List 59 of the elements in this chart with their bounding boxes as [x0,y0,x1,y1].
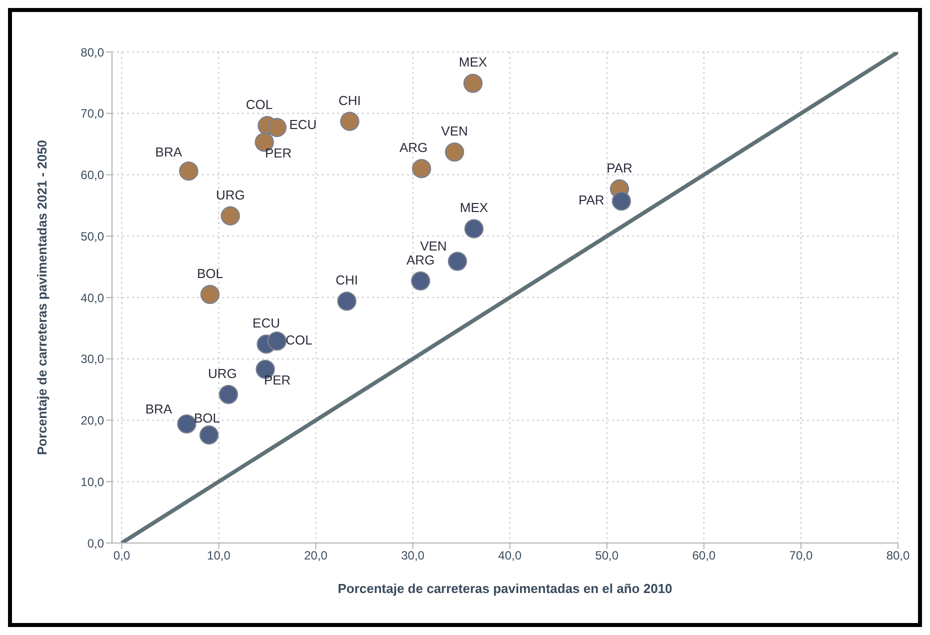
x-tick-label: 60,0 [692,548,716,563]
x-tick-label: 40,0 [498,548,522,563]
point [340,112,360,131]
point [464,219,484,238]
point [412,159,432,178]
annotation: MEX [460,200,488,216]
annotation: ECU [289,116,317,132]
y-tick-label: 50,0 [80,229,104,244]
y-tick-label: 10,0 [80,474,104,489]
annotation: BRA [145,401,172,416]
point [199,425,219,445]
annotation: COL [286,332,312,348]
y-tick-label: 70,0 [80,106,104,121]
annotation: VEN [441,123,468,138]
point [267,331,287,351]
point [410,271,430,291]
x-tick-label: 0,0 [113,548,130,563]
point [267,118,287,138]
x-tick-label: 70,0 [789,548,813,563]
point [337,292,356,311]
y-tick-label: 20,0 [80,414,104,428]
annotation: BRA [155,144,182,160]
annotation: URG [208,366,237,381]
y-axis-title: Porcentaje de carreteras pavimentadas 2021 - 2050 [34,140,50,456]
point [220,206,240,226]
y-tick-label: 30,0 [80,352,104,366]
point [612,192,632,211]
annotation: PER [264,372,291,388]
y-tick-label: 0,0 [87,536,104,550]
annotation: BOL [194,410,220,426]
annotation: ARG [399,140,428,156]
annotation: PER [264,146,292,161]
annotation: CHI [338,92,361,108]
annotation: MEX [458,54,488,70]
annotation: VEN [420,238,447,254]
point [444,142,464,162]
x-tick-label: 80,0 [886,548,910,563]
annotation: PAR [606,160,632,176]
y-tick-label: 60,0 [80,168,104,182]
point [448,252,468,271]
annotation: ARG [406,252,435,268]
point [177,414,196,434]
annotation: PAR [578,192,604,208]
point [200,284,220,304]
x-axis-title: Porcentaje de carreteras pavimentadas en el año 2010 [338,581,672,596]
annotation: CHI [336,272,358,288]
x-tick-label: 30,0 [401,548,425,563]
point [179,161,198,181]
point [463,74,483,93]
annotation: BOL [197,266,224,281]
x-tick-label: 50,0 [595,548,619,563]
x-tick-label: 20,0 [304,548,328,563]
annotation: COL [246,97,273,112]
annotation: URG [216,187,245,202]
y-tick-label: 40,0 [80,290,104,305]
point [218,384,238,404]
x-tick-label: 10,0 [207,548,231,563]
y-tick-label: 80,0 [80,45,104,60]
annotation: ECU [252,316,280,331]
